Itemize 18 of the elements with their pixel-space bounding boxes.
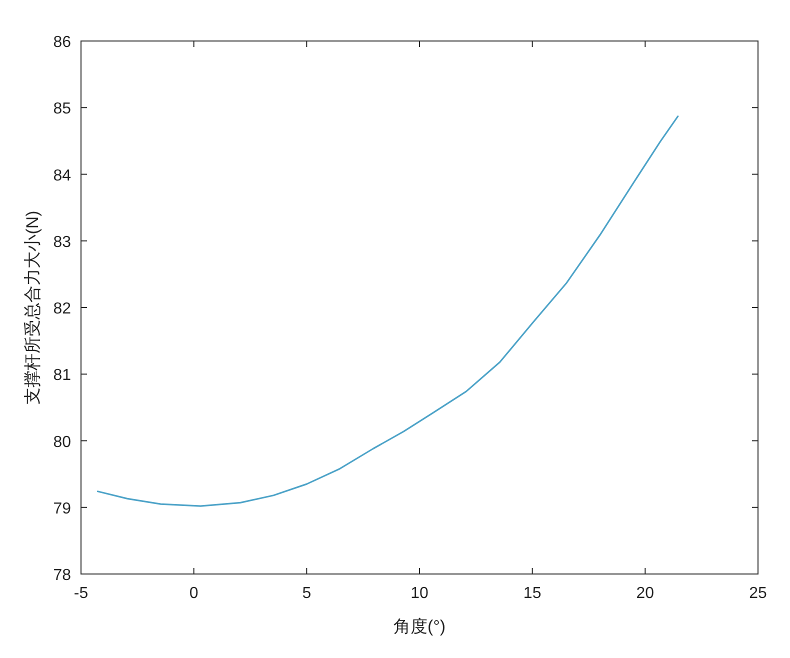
y-tick-label: 86 (53, 34, 72, 51)
x-tick-label: 10 (410, 585, 428, 602)
x-tick-label: 25 (749, 585, 767, 602)
y-tick-label: 78 (53, 567, 72, 584)
y-tick-label: 80 (53, 434, 72, 451)
y-tick-label: 84 (53, 167, 72, 184)
x-tick-label: 20 (636, 585, 654, 602)
y-tick-label: 79 (53, 500, 72, 518)
x-tick-label: 0 (189, 585, 198, 602)
x-axis-title: 角度(°) (393, 617, 446, 636)
x-tick-label: 5 (302, 585, 312, 602)
y-axis-title: 支撑杆所受总合力大小(N) (23, 210, 42, 404)
x-tick-label: -5 (74, 585, 88, 602)
y-tick-label: 81 (53, 367, 72, 384)
y-tick-label: 85 (53, 100, 72, 118)
y-tick-label: 82 (53, 300, 72, 318)
x-tick-label: 15 (523, 585, 542, 602)
y-tick-label: 83 (53, 234, 72, 251)
